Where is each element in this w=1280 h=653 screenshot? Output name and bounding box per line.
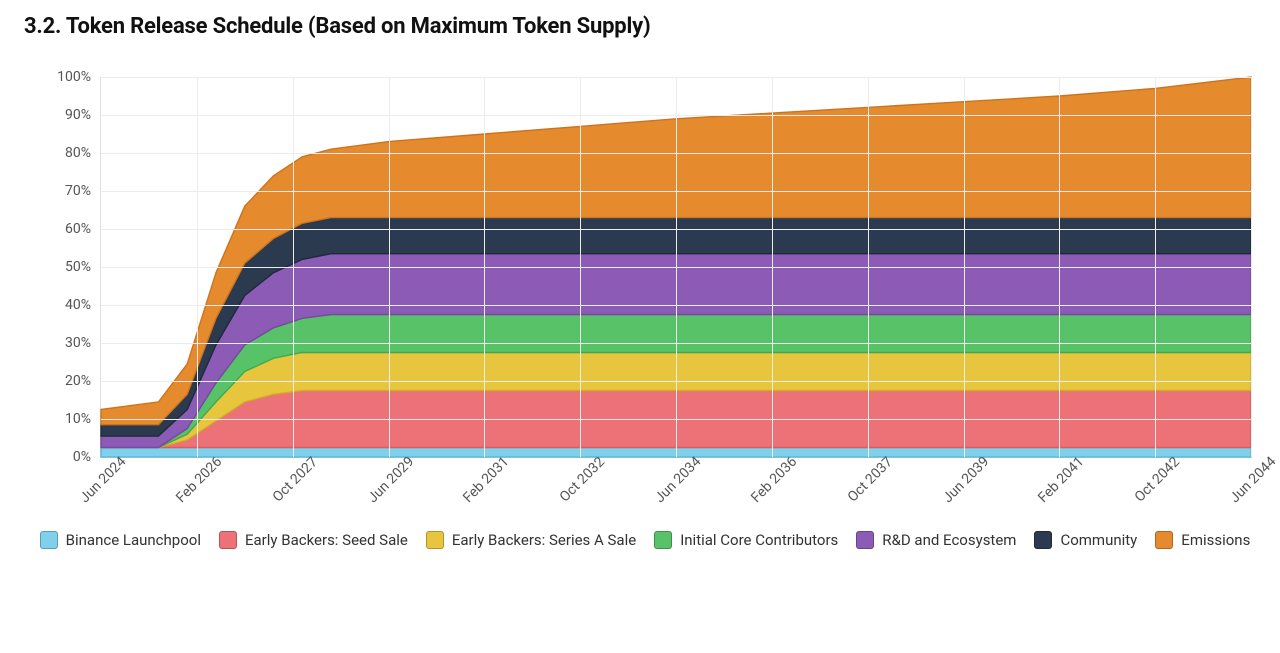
y-axis-label: 90%: [65, 107, 101, 123]
legend-swatch: [426, 531, 444, 549]
legend-label: Binance Launchpool: [66, 531, 201, 549]
gridline-v: [1155, 77, 1156, 457]
y-axis-label: 80%: [65, 145, 101, 161]
legend-item: Emissions: [1155, 531, 1250, 549]
y-axis-label: 20%: [65, 373, 101, 389]
gridline-v: [772, 77, 773, 457]
legend-item: Early Backers: Series A Sale: [426, 531, 636, 549]
plot-area: 0%10%20%30%40%50%60%70%80%90%100%Jun 202…: [100, 77, 1251, 458]
legend-item: R&D and Ecosystem: [856, 531, 1016, 549]
y-axis-label: 60%: [65, 221, 101, 237]
legend-swatch: [856, 531, 874, 549]
legend-item: Binance Launchpool: [40, 531, 201, 549]
legend-label: R&D and Ecosystem: [882, 531, 1016, 549]
y-axis-label: 10%: [65, 411, 101, 427]
gridline-v: [1059, 77, 1060, 457]
legend-label: Early Backers: Seed Sale: [245, 531, 408, 549]
legend-swatch: [40, 531, 58, 549]
gridline-v: [1251, 77, 1252, 457]
y-axis-label: 40%: [65, 297, 101, 313]
token-release-chart: 0%10%20%30%40%50%60%70%80%90%100%Jun 202…: [30, 57, 1260, 527]
y-axis-label: 50%: [65, 259, 101, 275]
legend-swatch: [1155, 531, 1173, 549]
gridline-v: [868, 77, 869, 457]
legend-swatch: [654, 531, 672, 549]
gridline-v: [964, 77, 965, 457]
y-axis-label: 100%: [57, 69, 101, 85]
legend-label: Emissions: [1181, 531, 1250, 549]
legend-label: Community: [1060, 531, 1137, 549]
legend: Binance Launchpool Early Backers: Seed Sa…: [30, 531, 1260, 549]
gridline-v: [293, 77, 294, 457]
y-axis-label: 70%: [65, 183, 101, 199]
legend-item: Initial Core Contributors: [654, 531, 838, 549]
gridline-v: [389, 77, 390, 457]
legend-label: Initial Core Contributors: [680, 531, 838, 549]
gridline-v: [197, 77, 198, 457]
gridline-v: [676, 77, 677, 457]
legend-label: Early Backers: Series A Sale: [452, 531, 636, 549]
legend-swatch: [1034, 531, 1052, 549]
legend-swatch: [219, 531, 237, 549]
gridline-v: [484, 77, 485, 457]
legend-item: Early Backers: Seed Sale: [219, 531, 408, 549]
chart-title: 3.2. Token Release Schedule (Based on Ma…: [24, 14, 1260, 39]
legend-item: Community: [1034, 531, 1137, 549]
gridline-v: [580, 77, 581, 457]
y-axis-label: 30%: [65, 335, 101, 351]
